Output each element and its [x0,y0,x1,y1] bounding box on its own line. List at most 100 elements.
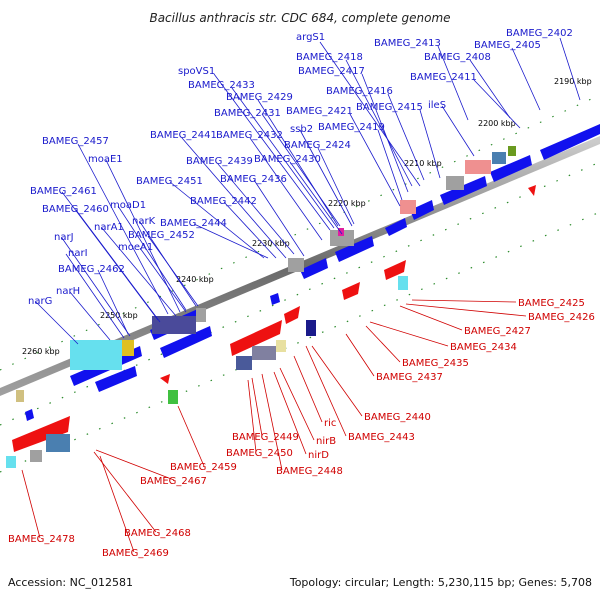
gene-label-argS1[interactable]: argS1 [296,32,325,43]
gene-label-bameg-2452[interactable]: BAMEG_2452 [128,230,195,241]
map-title: Bacillus anthracis str. CDC 684, complet… [149,11,450,25]
gene-label-bameg-2413[interactable]: BAMEG_2413 [374,38,441,49]
gene-label-bameg-2421[interactable]: BAMEG_2421 [286,106,353,117]
gene-forward[interactable] [335,236,374,262]
forward-features [16,146,516,402]
gene-label-bameg-2442[interactable]: BAMEG_2442 [190,196,257,207]
gene-label-bameg-2424[interactable]: BAMEG_2424 [284,140,351,151]
gene-label-narG[interactable]: narG [28,296,52,307]
gene-label-bameg-2426[interactable]: BAMEG_2426 [528,312,595,323]
gene-label-moaE1[interactable]: moaE1 [88,154,123,165]
gene-label-bameg-2402[interactable]: BAMEG_2402 [506,28,573,39]
gene-forward[interactable] [385,218,407,236]
gene-label-bameg-2432[interactable]: BAMEG_2432 [216,130,283,141]
gene-label-bameg-2425[interactable]: BAMEG_2425 [518,298,585,309]
gene-label-bameg-2417[interactable]: BAMEG_2417 [298,66,365,77]
gene-label-bameg-2443[interactable]: BAMEG_2443 [348,432,415,443]
gene-label-ric[interactable]: ric [324,418,336,429]
feature-block [492,152,506,164]
topology-text: Topology: circular; Length: 5,230,115 bp… [289,576,592,589]
gene-label-narJ[interactable]: narJ [54,232,74,243]
gene-label-bameg-2457[interactable]: BAMEG_2457 [42,136,109,147]
gene-label-bameg-2416[interactable]: BAMEG_2416 [326,86,393,97]
feature-block [330,230,354,246]
feature-block [30,450,42,462]
gene-label-bameg-2468[interactable]: BAMEG_2468 [124,528,191,539]
feature-block [46,434,70,452]
feature-block [168,390,178,404]
gene-label-bameg-2419[interactable]: BAMEG_2419 [318,122,385,133]
gene-label-bameg-2467[interactable]: BAMEG_2467 [140,476,207,487]
gene-forward[interactable] [440,176,487,205]
gene-label-bameg-2444[interactable]: BAMEG_2444 [160,218,227,229]
gene-label-narI[interactable]: narI [68,248,88,259]
gene-label-bameg-2460[interactable]: BAMEG_2460 [42,204,109,215]
gene-label-ileS[interactable]: ileS [428,100,446,111]
gene-reverse[interactable] [342,282,360,300]
gene-reverse[interactable] [384,260,406,280]
gene-reverse[interactable] [284,306,300,324]
feature-block [288,258,304,272]
gene-label-bameg-2469[interactable]: BAMEG_2469 [102,548,169,559]
gene-forward[interactable] [410,200,434,220]
gene-label-bameg-2441[interactable]: BAMEG_2441 [150,130,217,141]
gene-label-narH[interactable]: narH [56,286,80,297]
gene-label-bameg-2461[interactable]: BAMEG_2461 [30,186,97,197]
gene-reverse[interactable] [230,320,282,356]
gene-label-bameg-2405[interactable]: BAMEG_2405 [474,40,541,51]
gene-label-bameg-2449[interactable]: BAMEG_2449 [232,432,299,443]
gene-label-nirD[interactable]: nirD [308,450,329,461]
gene-label-bameg-2408[interactable]: BAMEG_2408 [424,52,491,63]
feature-block [6,456,16,468]
gene-label-narA1[interactable]: narA1 [94,222,124,233]
gene-label-bameg-2429[interactable]: BAMEG_2429 [226,92,293,103]
gene-label-bameg-2411[interactable]: BAMEG_2411 [410,72,477,83]
gene-label-bameg-2430[interactable]: BAMEG_2430 [254,154,321,165]
gene-label-ssb2[interactable]: ssb2 [290,124,313,135]
feature-block [122,340,134,356]
gene-label-moaD1[interactable]: moaD1 [110,200,146,211]
gene-label-bameg-2418[interactable]: BAMEG_2418 [296,52,363,63]
gene-label-bameg-2434[interactable]: BAMEG_2434 [450,342,517,353]
gene-forward[interactable] [300,258,328,279]
gene-label-spoVS1[interactable]: spoVS1 [178,66,215,77]
gene-label-nirB[interactable]: nirB [316,436,336,447]
gene-label-bameg-2439[interactable]: BAMEG_2439 [186,156,253,167]
gene-label-bameg-2451[interactable]: BAMEG_2451 [136,176,203,187]
gene-label-bameg-2433[interactable]: BAMEG_2433 [188,80,255,91]
gene-label-bameg-2415[interactable]: BAMEG_2415 [356,102,423,113]
gene-forward[interactable] [490,155,532,182]
forward-leaders [35,37,581,345]
forward-label-group: argS1 BAMEG_2413 BAMEG_2402 BAMEG_2418 B… [28,28,573,307]
gene-forward[interactable] [540,124,600,160]
gene-label-bameg-2450[interactable]: BAMEG_2450 [226,448,293,459]
gene-label-narK[interactable]: narK [132,216,156,227]
tick-2260: 2260 kbp [22,347,60,356]
gene-label-bameg-2462[interactable]: BAMEG_2462 [58,264,125,275]
gene-reverse[interactable] [12,416,70,452]
tick-2250: 2250 kbp [100,311,138,320]
gene-label-bameg-2436[interactable]: BAMEG_2436 [220,174,287,185]
gene-label-bameg-2448[interactable]: BAMEG_2448 [276,466,343,477]
gene-label-bameg-2437[interactable]: BAMEG_2437 [376,372,443,383]
gene-label-bameg-2431[interactable]: BAMEG_2431 [214,108,281,119]
gene-label-bameg-2459[interactable]: BAMEG_2459 [170,462,237,473]
gene-reverse[interactable] [160,374,170,384]
gene-label-moeA1[interactable]: moeA1 [118,242,153,253]
gene-label-bameg-2478[interactable]: BAMEG_2478 [8,534,75,545]
gene-forward[interactable] [25,409,34,421]
gene-forward[interactable] [95,366,137,392]
gene-forward[interactable] [160,326,212,358]
gene-forward[interactable] [270,293,280,305]
gene-label-bameg-2435[interactable]: BAMEG_2435 [402,358,469,369]
feature-block [152,316,196,334]
gene-reverse[interactable] [528,185,536,196]
reverse-label-group: BAMEG_2425 BAMEG_2426 BAMEG_2427 BAMEG_2… [8,298,595,559]
feature-block [196,308,206,322]
tick-2200: 2200 kbp [478,119,516,128]
gene-label-bameg-2427[interactable]: BAMEG_2427 [464,326,531,337]
gene-label-bameg-2440[interactable]: BAMEG_2440 [364,412,431,423]
feature-block [252,346,276,360]
